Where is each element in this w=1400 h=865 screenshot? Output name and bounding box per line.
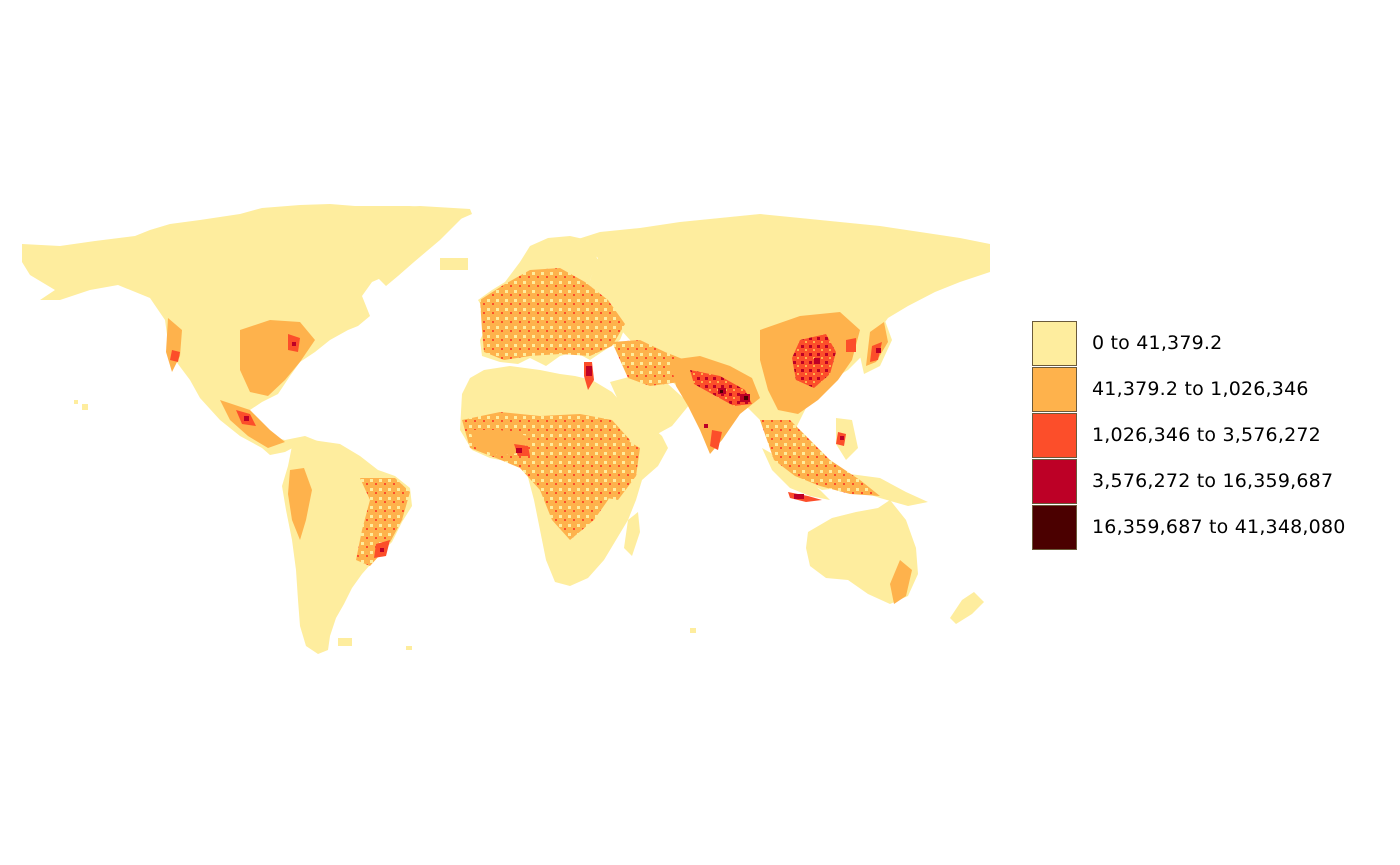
legend-swatch xyxy=(1032,504,1077,550)
cell-new-york xyxy=(292,342,296,346)
land-greenland xyxy=(318,206,462,286)
cell-jakarta xyxy=(794,494,804,499)
density-class-5-layer xyxy=(720,390,748,400)
legend-item: 41,379.2 to 1,026,346 xyxy=(1032,366,1346,412)
legend-swatch xyxy=(1032,412,1077,458)
land-hawaii xyxy=(82,404,88,410)
land-madagascar xyxy=(624,512,640,556)
cell-manila xyxy=(840,436,844,440)
land-arctic-island xyxy=(240,232,268,248)
region-west-africa xyxy=(470,430,528,456)
legend-item: 16,359,687 to 41,348,080 xyxy=(1032,504,1346,550)
land-island xyxy=(690,628,696,633)
region-europe xyxy=(480,268,625,360)
cell-shanghai xyxy=(814,358,820,364)
hotspot-south-india xyxy=(710,430,722,450)
legend: 0 to 41,379.2 41,379.2 to 1,026,346 1,02… xyxy=(1032,320,1346,550)
cell-mexico-city xyxy=(244,416,249,421)
land-new-zealand xyxy=(950,592,984,624)
legend-swatch xyxy=(1032,320,1077,366)
hotspot-korea xyxy=(846,338,856,352)
region-middle-east xyxy=(612,340,690,386)
land-iceland xyxy=(440,258,468,270)
region-southeast-asia xyxy=(760,420,880,496)
legend-swatch xyxy=(1032,366,1077,412)
legend-item: 1,026,346 to 3,576,272 xyxy=(1032,412,1346,458)
land-arctic-island xyxy=(330,254,348,264)
legend-label: 3,576,272 to 16,359,687 xyxy=(1092,470,1334,492)
legend-label: 1,026,346 to 3,576,272 xyxy=(1092,424,1321,446)
legend-swatch xyxy=(1032,458,1077,504)
region-brazil-coast xyxy=(356,478,410,566)
land-hawaii xyxy=(74,400,78,404)
land-arabia xyxy=(610,374,690,438)
cell-mumbai xyxy=(704,424,708,428)
legend-item: 3,576,272 to 16,359,687 xyxy=(1032,458,1346,504)
legend-label: 41,379.2 to 1,026,346 xyxy=(1092,378,1309,400)
cell-cairo xyxy=(586,366,592,376)
cell-tokyo xyxy=(876,348,881,353)
cell-dhaka-core xyxy=(744,396,748,400)
density-class-2-layer xyxy=(166,268,912,604)
land-falklands xyxy=(338,638,352,646)
land-island xyxy=(406,646,412,650)
legend-item: 0 to 41,379.2 xyxy=(1032,320,1346,366)
hotspot-la xyxy=(170,350,180,362)
legend-label: 0 to 41,379.2 xyxy=(1092,332,1223,354)
region-australia-east xyxy=(890,560,912,604)
legend-label: 16,359,687 to 41,348,080 xyxy=(1092,516,1346,538)
region-south-asia xyxy=(670,356,760,454)
land-southeast-asia-islands xyxy=(762,418,928,506)
region-andes xyxy=(288,468,312,540)
cell-delhi-core xyxy=(720,390,723,393)
cell-sao-paulo xyxy=(380,548,384,552)
cell-lagos xyxy=(516,448,522,453)
land-australia xyxy=(806,500,918,604)
region-east-africa xyxy=(590,436,640,500)
